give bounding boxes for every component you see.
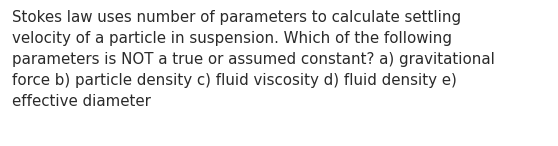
Text: Stokes law uses number of parameters to calculate settling
velocity of a particl: Stokes law uses number of parameters to …: [12, 10, 495, 109]
